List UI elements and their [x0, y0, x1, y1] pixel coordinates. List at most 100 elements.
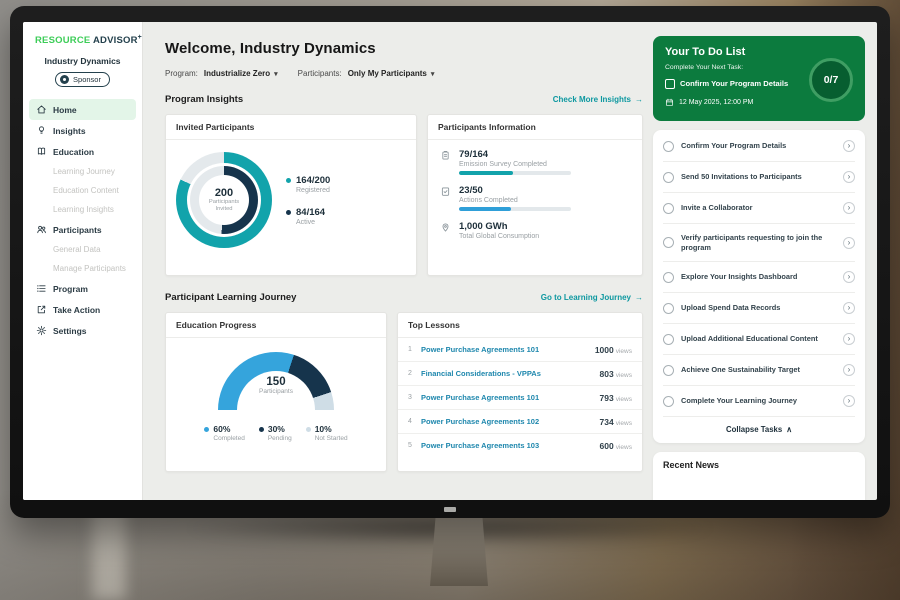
task-row[interactable]: Upload Additional Educational Content › [663, 324, 855, 355]
donut-legend: 164/200 Registered 84/164 Active [286, 175, 330, 226]
registered-dot [286, 178, 291, 183]
sidebar-item-manage-participants[interactable]: Manage Participants [29, 259, 136, 278]
lesson-rank: 2 [408, 370, 414, 377]
learning-journey-header: Participant Learning Journey Go to Learn… [165, 292, 643, 303]
lesson-link[interactable]: Power Purchase Agreements 103 [421, 441, 593, 450]
chevron-right-icon[interactable]: › [843, 202, 855, 214]
task-checkbox[interactable] [663, 141, 674, 152]
task-checkbox[interactable] [663, 203, 674, 214]
top-lessons-card-title: Top Lessons [398, 313, 642, 338]
sidebar-item-label: Program [53, 284, 88, 294]
collapse-tasks-link[interactable]: Collapse Tasks ∧ [663, 417, 855, 442]
task-checkbox[interactable] [665, 79, 675, 89]
sidebar-item-education[interactable]: Education [29, 141, 136, 162]
sponsor-badge: Sponsor [55, 72, 110, 87]
chevron-right-icon[interactable]: › [843, 395, 855, 407]
go-to-learning-journey-link[interactable]: Go to Learning Journey → [541, 293, 643, 302]
task-row[interactable]: Upload Spend Data Records › [663, 293, 855, 324]
link-label: Check More Insights [553, 95, 631, 104]
lesson-rank: 5 [408, 442, 414, 449]
completed-dot [204, 427, 209, 432]
task-row[interactable]: Confirm Your Program Details › [663, 131, 855, 162]
sidebar-item-label: Learning Journey [53, 167, 115, 176]
chevron-right-icon[interactable]: › [843, 333, 855, 345]
todo-next-task[interactable]: Confirm Your Program Details [665, 79, 803, 89]
link-label: Go to Learning Journey [541, 293, 631, 302]
pin-icon [440, 222, 451, 233]
task-row[interactable]: Complete Your Learning Journey › [663, 386, 855, 417]
sidebar-item-settings[interactable]: Settings [29, 320, 136, 341]
participants-select[interactable]: Only My Participants ▾ [348, 69, 435, 78]
task-row[interactable]: Verify participants requesting to join t… [663, 224, 855, 262]
participants-select-value: Only My Participants [348, 69, 427, 78]
sidebar-item-label: Learning Insights [53, 205, 114, 214]
lesson-link[interactable]: Power Purchase Agreements 101 [421, 393, 593, 402]
book-icon [36, 146, 47, 157]
sidebar-item-label: Settings [53, 326, 87, 336]
chevron-right-icon[interactable]: › [843, 140, 855, 152]
chevron-right-icon[interactable]: › [843, 171, 855, 183]
lesson-rank: 1 [408, 346, 414, 353]
task-label: Send 50 Invitations to Participants [681, 172, 836, 182]
task-checkbox[interactable] [663, 272, 674, 283]
task-label: Complete Your Learning Journey [681, 396, 836, 406]
filters-row: Program: Industrialize Zero ▾ Participan… [165, 69, 643, 78]
todo-summary-card: Your To Do List Complete Your Next Task:… [653, 36, 865, 121]
lesson-row: 5 Power Purchase Agreements 103 600views [398, 434, 642, 457]
sidebar-item-label: Participants [53, 225, 102, 235]
chevron-right-icon[interactable]: › [843, 302, 855, 314]
task-checkbox[interactable] [663, 172, 674, 183]
sidebar-item-insights[interactable]: Insights [29, 120, 136, 141]
sidebar-item-learning-journey[interactable]: Learning Journey [29, 162, 136, 181]
program-filter-label: Program: [165, 69, 198, 78]
collapse-label: Collapse Tasks [726, 425, 782, 434]
pending-dot [259, 427, 264, 432]
sponsor-icon [60, 75, 69, 84]
views-suffix: views [616, 348, 632, 355]
logo-plus: + [138, 34, 142, 41]
sidebar-item-take-action[interactable]: Take Action [29, 299, 136, 320]
learning-journey-title: Participant Learning Journey [165, 292, 296, 303]
sidebar-item-home[interactable]: Home [29, 99, 136, 120]
sidebar-item-education-content[interactable]: Education Content [29, 181, 136, 200]
task-row[interactable]: Explore Your Insights Dashboard › [663, 262, 855, 293]
task-checkbox[interactable] [663, 396, 674, 407]
chevron-right-icon[interactable]: › [843, 271, 855, 283]
sidebar-item-label: General Data [53, 245, 101, 254]
task-checkbox[interactable] [663, 365, 674, 376]
sidebar-item-label: Take Action [53, 305, 100, 315]
sidebar-item-participants[interactable]: Participants [29, 219, 136, 240]
legend-registered: 164/200 Registered [286, 175, 330, 194]
invited-participants-card-title: Invited Participants [166, 115, 416, 140]
program-select[interactable]: Industrialize Zero ▾ [204, 69, 278, 78]
pending-pct: 30% [268, 424, 285, 434]
logo-secondary: ADVISOR [93, 35, 138, 46]
sidebar-item-general-data[interactable]: General Data [29, 240, 136, 259]
gauge-center-value: 150 [218, 376, 334, 388]
lesson-link[interactable]: Financial Considerations - VPPAs [421, 369, 593, 378]
lesson-row: 3 Power Purchase Agreements 101 793views [398, 386, 642, 410]
education-progress-gauge: 150 Participants [218, 352, 334, 410]
task-row[interactable]: Invite a Collaborator › [663, 193, 855, 224]
chevron-right-icon[interactable]: › [843, 364, 855, 376]
sidebar-item-learning-insights[interactable]: Learning Insights [29, 200, 136, 219]
logo-primary: RESOURCE [35, 35, 90, 46]
task-checkbox[interactable] [663, 237, 674, 248]
sidebar-item-label: Manage Participants [53, 264, 126, 273]
task-checkbox[interactable] [663, 334, 674, 345]
lesson-link[interactable]: Power Purchase Agreements 101 [421, 345, 588, 354]
check-more-insights-link[interactable]: Check More Insights → [553, 95, 643, 104]
lesson-link[interactable]: Power Purchase Agreements 102 [421, 417, 593, 426]
todo-due-label: 12 May 2025, 12:00 PM [679, 99, 753, 106]
todo-progress-value: 0/7 [824, 74, 839, 86]
completed-pct: 60% [213, 424, 230, 434]
task-row[interactable]: Achieve One Sustainability Target › [663, 355, 855, 386]
task-checkbox[interactable] [663, 303, 674, 314]
sidebar-item-program[interactable]: Program [29, 278, 136, 299]
task-row[interactable]: Send 50 Invitations to Participants › [663, 162, 855, 193]
chevron-right-icon[interactable]: › [843, 237, 855, 249]
top-lessons-card: Top Lessons 1 Power Purchase Agreements … [397, 312, 643, 472]
active-label: Active [296, 219, 325, 226]
registered-value: 164/200 [296, 175, 330, 186]
survey-icon [440, 150, 451, 161]
